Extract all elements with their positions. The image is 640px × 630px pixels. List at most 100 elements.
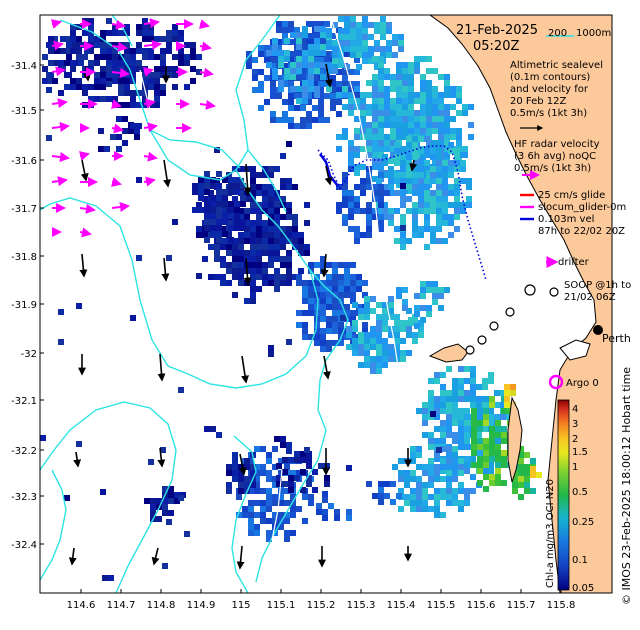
latitude-axis: -31.4 -31.5 -31.6 -31.7 -31.8 -31.9 -32 -32.1 -3… [11,61,44,551]
hf-radar-arrow [79,227,92,238]
legend-glyphs [520,35,574,268]
hf-radar-arrow [111,19,126,30]
colorbar: 4 3 2 1.5 1 0.5 0.25 0.1 0.05 Chl-a mg/m3 OCI N2… [545,399,594,594]
hf-radar-arrow [199,67,214,78]
velocity-arrow [151,547,160,566]
svg-text:and velocity for: and velocity for [510,84,589,95]
lon-tick-label: 115.8 [547,600,576,611]
colorbar-label: Chl-a mg/m3 OCI N20 [545,479,556,588]
hf-radar-arrow [143,18,160,29]
lat-tick-label: -31.4 [11,61,37,72]
lat-tick-label: -32 [21,349,37,360]
hf-radar-arrow [111,68,130,78]
glider-track [317,145,487,281]
svg-text:HF radar velocity: HF radar velocity [514,139,600,150]
velocity-arrow [243,163,252,196]
hf-radar-arrow [199,19,210,29]
longitude-axis: 114.6 114.7 114.8 114.9 115 115.1 115.2 115.3 11… [67,589,576,611]
lat-tick-label: -31.9 [11,300,37,311]
lon-tick-label: 115 [231,600,250,611]
lat-tick-label: -32.4 [11,540,37,551]
velocity-arrow [236,545,245,570]
hf-radar-arrow [111,177,122,187]
garden-island [507,396,523,483]
svg-text:Perth: Perth [602,332,631,345]
hf-radar-arrow [51,176,68,187]
hf-radar-arrow [51,98,68,109]
velocity-arrow [157,353,166,382]
colorbar-tick-label: 0.25 [572,517,594,528]
velocity-arrow [322,355,331,380]
lat-tick-label: -32.2 [11,446,37,457]
hf-radar-arrow [111,202,130,212]
perth-marker [593,325,603,335]
header-date: 21-Feb-2025 [456,23,538,38]
lon-tick-label: 114.9 [187,600,216,611]
lon-tick-label: 114.6 [67,600,96,611]
svg-text:Argo 0: Argo 0 [566,378,599,389]
hf-radar-arrow [143,122,158,133]
colorbar-tick-label: 1.5 [572,447,588,458]
lat-tick-label: -31.6 [11,156,37,167]
lon-tick-label: 115.4 [387,600,416,611]
lon-tick-label: 115.7 [507,600,536,611]
svg-text:0.5m/s (1kt 3h): 0.5m/s (1kt 3h) [514,163,591,174]
velocity-arrow [238,453,247,476]
lat-tick-label: -31.8 [11,252,37,263]
chlorophyll-layer [40,16,542,581]
hf-radar-arrow [143,67,154,77]
scale-1000: 1000m [576,28,611,39]
svg-text:(3 6h avg) noQC: (3 6h avg) noQC [514,151,596,162]
lon-tick-label: 115.2 [307,600,336,611]
hf-radar-arrow [111,99,122,109]
hf-radar-arrow [51,66,66,77]
header-time: 05:20Z [473,39,519,54]
swan-estuary [559,339,591,361]
credit-text: © IMOS 23-Feb-2025 18:00:12 Hobart time [620,367,633,605]
hf-radar-arrow [143,176,156,187]
argo-marker [548,374,564,390]
velocity-arrow [320,253,329,278]
velocity-arrow [243,257,252,286]
svg-text:0.103m vel: 0.103m vel [538,214,594,225]
colorbar-tick-label: 4 [572,404,578,415]
hf-radar-arrow [199,99,216,110]
hf-radar-arrow [199,41,212,52]
lon-tick-label: 115.6 [467,600,496,611]
lon-tick-label: 115.1 [267,600,296,611]
lon-tick-label: 115.3 [347,600,376,611]
hf-radar-arrow [143,151,158,162]
velocity-arrow [409,159,418,172]
legend-text: Altimetric sealevel (0.1m contours) and … [510,60,631,389]
svg-text:21/02 06Z: 21/02 06Z [564,292,616,303]
svg-text:0.5m/s (1kt 3h): 0.5m/s (1kt 3h) [510,108,587,119]
velocity-arrow [241,355,249,384]
lat-tick-label: -32.1 [11,396,37,407]
scale-200: 200 [548,28,567,39]
colorbar-tick-label: 0.05 [572,583,594,594]
velocity-arrow [80,159,89,182]
velocity-arrow [324,63,333,88]
colorbar-tick-label: 0.1 [572,555,588,566]
svg-text:20 Feb 12Z: 20 Feb 12Z [510,96,567,107]
svg-text:SOOP @1h to: SOOP @1h to [564,280,631,291]
soop-track [465,284,559,355]
velocity-arrow [157,447,166,468]
hf-radar-arrow [143,40,162,50]
svg-text:87h to 22/02 20Z: 87h to 22/02 20Z [538,226,625,237]
hf-radar-arrow [79,203,96,214]
colorbar-tick-label: 3 [572,419,578,430]
hf-radar-arrow [51,19,62,29]
lat-tick-label: -31.7 [11,204,37,215]
lat-tick-label: -32.3 [11,492,37,503]
velocity-arrow [324,165,333,186]
svg-text:drifter: drifter [558,257,590,268]
hf-radar-arrow [51,122,70,132]
svg-text:Altimetric sealevel: Altimetric sealevel [510,60,603,71]
colorbar-tick-label: 1 [572,462,578,473]
velocity-arrow [73,451,82,468]
velocity-arrow [79,253,88,278]
hf-radar-arrow [111,41,128,52]
hf-radar-arrow [111,123,124,134]
velocity-arrow [161,257,170,282]
